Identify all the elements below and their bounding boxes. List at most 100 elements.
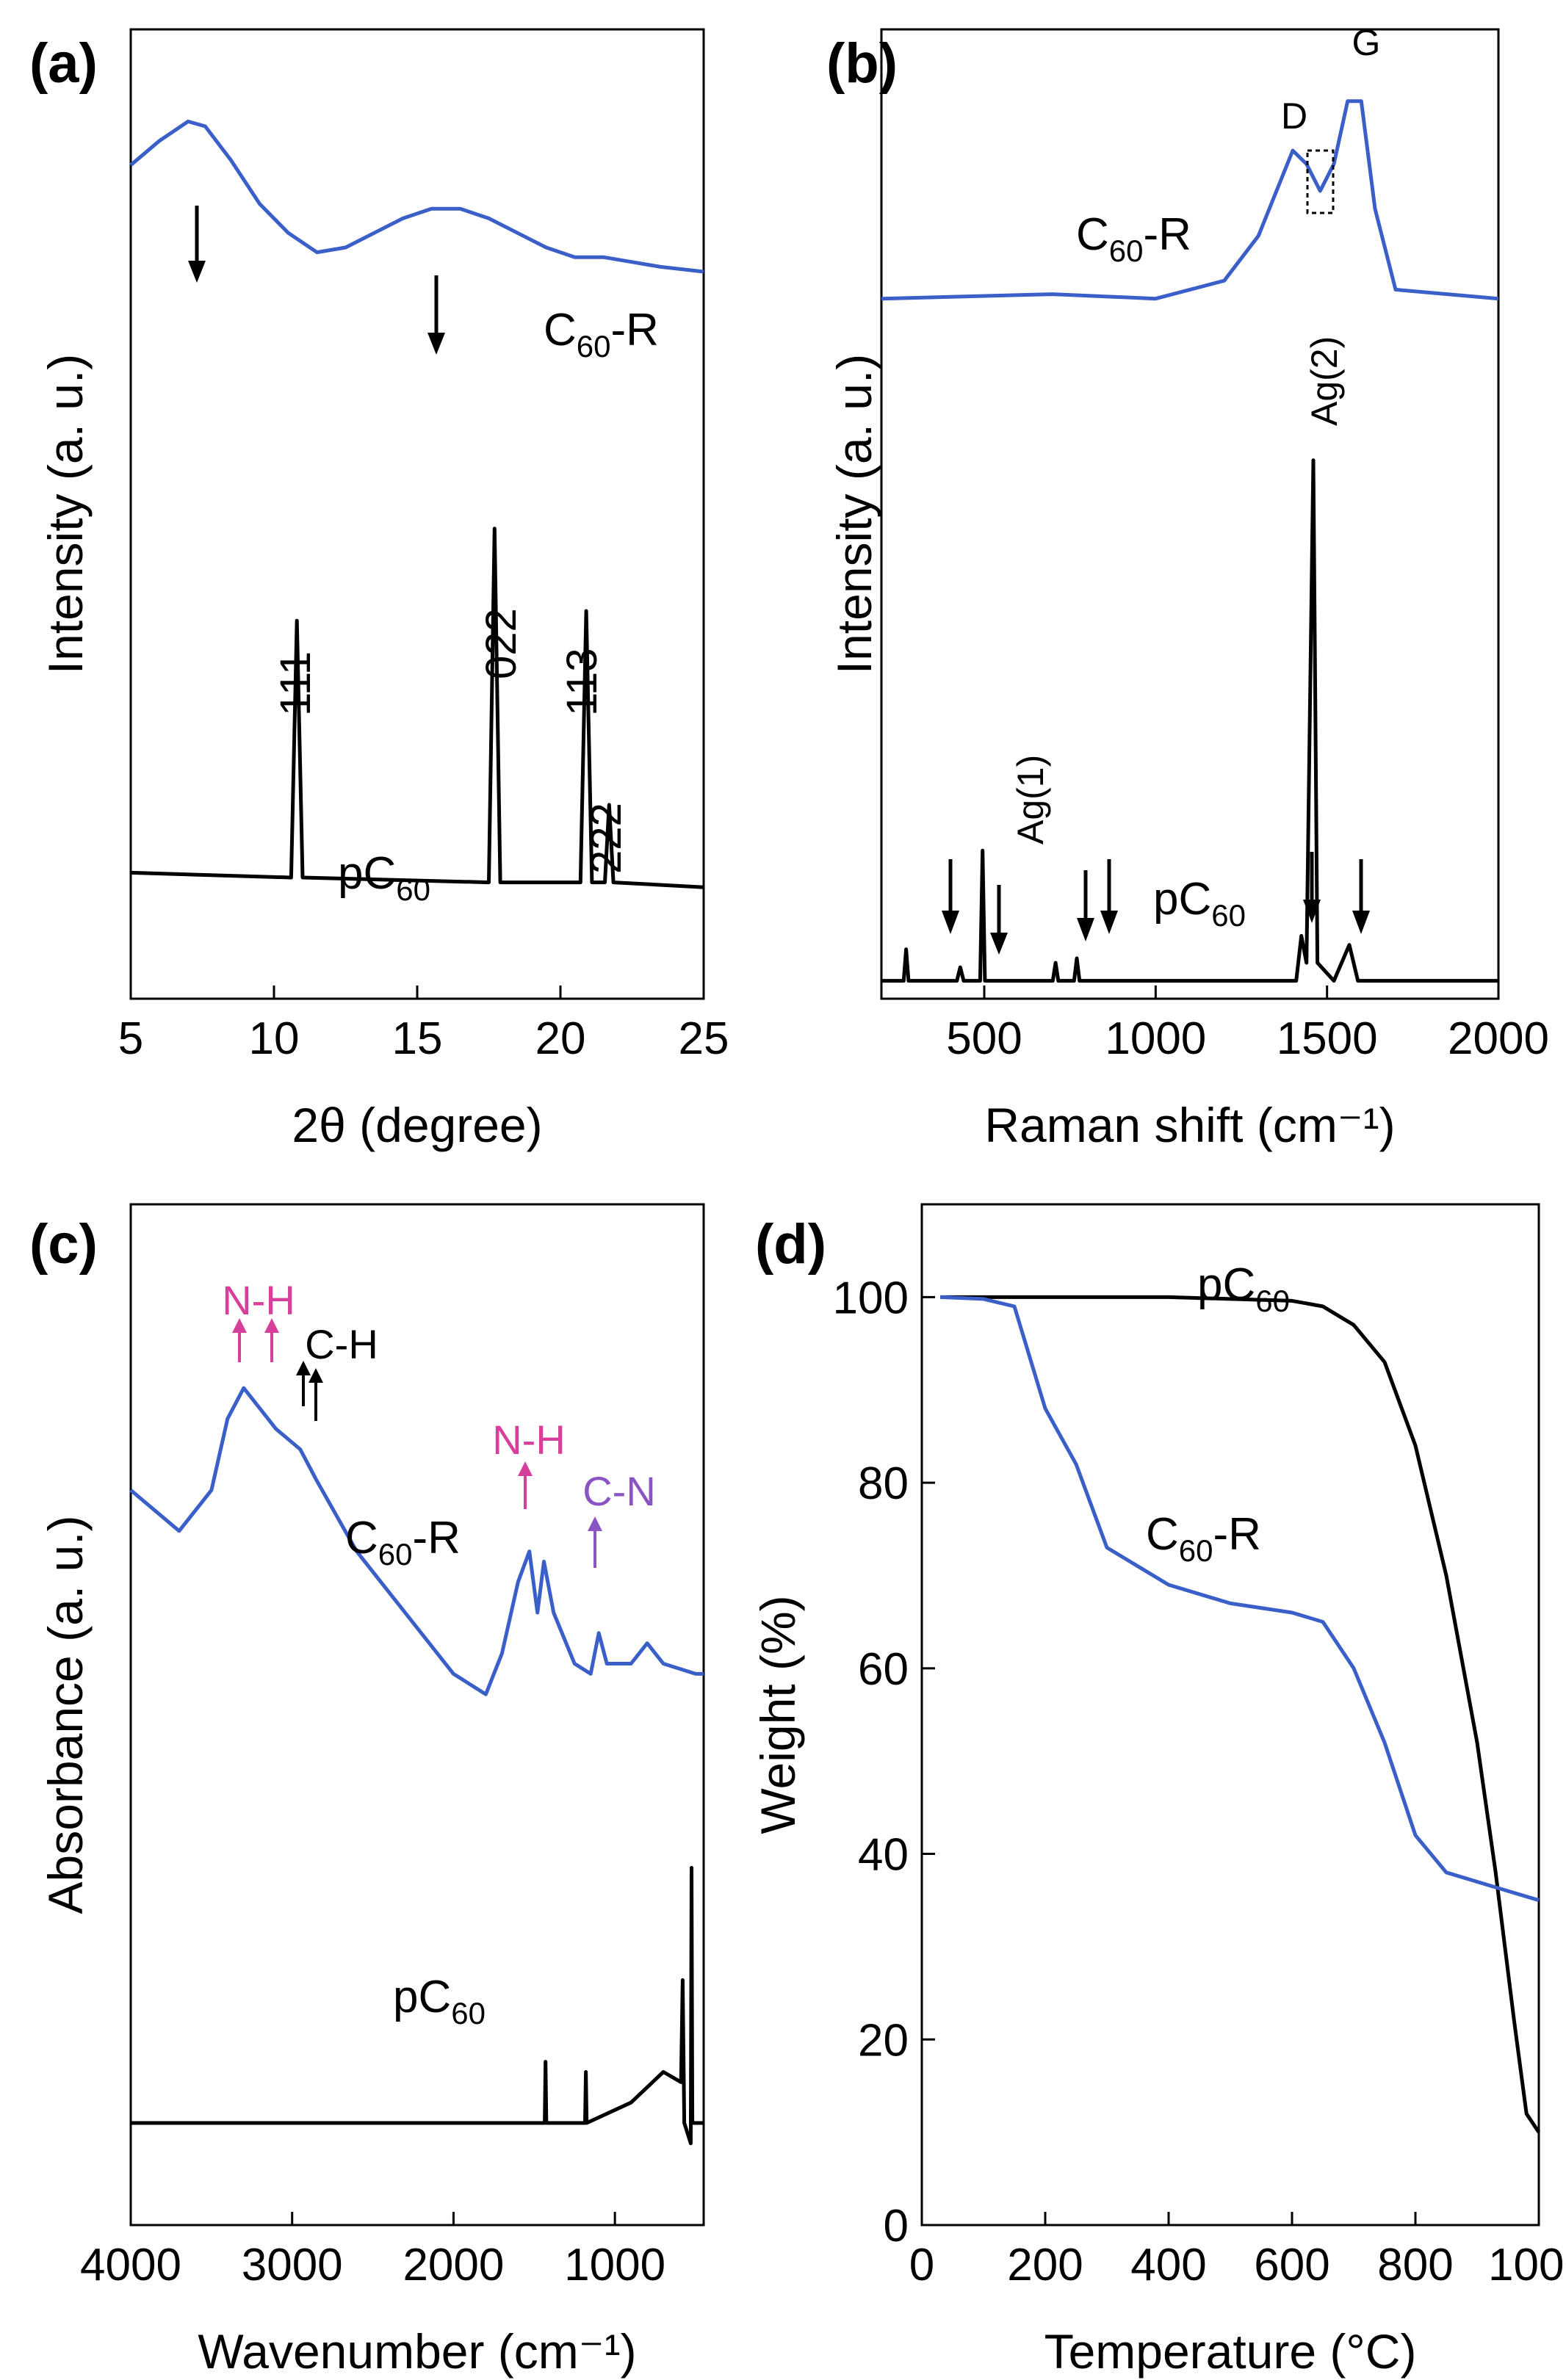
panel-a-x-axis-label: 2θ (degree) (292, 1098, 542, 1152)
panel-d-label: (d) (755, 1213, 826, 1276)
panel-a-peak-label-111: 111 (272, 651, 320, 716)
panel-c-annotation-cn: C-N (582, 1468, 656, 1514)
panel-c-x-tick-labels: 4000 3000 2000 1000 (80, 2240, 665, 2290)
panel-c-series (129, 1386, 704, 2146)
panel-d-series-c60r (940, 1295, 1540, 1903)
panel-c-annotation-nh: N-H (222, 1277, 295, 1323)
panel-c-x-axis-label: Wavenumber (cm⁻¹) (198, 2324, 636, 2379)
panel-d: (d) 0 200 400 600 800 1000 0 20 40 60 80… (751, 1203, 1566, 2379)
panel-a-x-ticks (129, 985, 705, 999)
panel-b-arrow (1352, 859, 1370, 934)
panel-c-y-axis-label: Absorbance (a. u.) (38, 1516, 93, 1914)
panel-a-x-tick-label: 5 (118, 1013, 143, 1064)
panel-b-arrows (942, 852, 1370, 955)
panel-d-series-pc60 (940, 1295, 1541, 2133)
panel-c-x-tick-label: 3000 (242, 2240, 343, 2290)
panel-b-series-label-pc60: pC60 (1153, 874, 1246, 933)
panel-c-series-c60r (129, 1386, 704, 1696)
panel-c: (c) 4000 3000 2000 1000 Wavenumber (cm⁻¹… (29, 1203, 705, 2379)
panel-a-series-pc60 (130, 527, 704, 889)
panel-a-label: (a) (29, 32, 98, 95)
panel-a-x-tick-label: 25 (679, 1013, 729, 1064)
panel-c-series-pc60 (131, 1866, 704, 2146)
panel-c-label: (c) (29, 1213, 98, 1276)
panel-a-peak-label-022: 022 (477, 608, 525, 679)
panel-a-x-tick-labels: 5 10 15 20 25 (118, 1013, 729, 1064)
panel-b-peak-label-d: D (1281, 95, 1307, 137)
panel-b-x-tick-label: 1000 (1105, 1013, 1206, 1064)
panel-b-x-ticks (983, 985, 1500, 999)
panel-b-arrow (1303, 852, 1321, 923)
panel-c-x-tick-label: 1000 (564, 2240, 665, 2290)
panel-b-peak-label-ag2: Ag(2) (1304, 336, 1345, 426)
panel-c-series-label-pc60: pC60 (393, 1972, 486, 2030)
panel-c-x-ticks (129, 2212, 616, 2225)
panel-c-frame (129, 1203, 705, 2227)
panel-a-y-axis-label: Intensity (a. u.) (38, 354, 93, 675)
panel-d-x-ticks (920, 2212, 1540, 2225)
panel-b-series-c60r (881, 99, 1499, 301)
panel-b-arrow (1077, 870, 1094, 941)
panel-a-x-tick-label: 15 (392, 1013, 443, 1064)
panel-c-arrow (232, 1318, 279, 1362)
panel-c-arrow (588, 1516, 602, 1568)
panel-d-y-tick-label: 80 (858, 1458, 909, 1509)
panel-a-arrow (188, 206, 206, 283)
panel-d-y-tick-label: 60 (858, 1644, 909, 1695)
panel-b-frame (880, 28, 1500, 1000)
panel-b-x-tick-labels: 500 1000 1500 2000 (946, 1013, 1549, 1064)
panel-b-series-label-c60r: C60-R (1076, 209, 1191, 268)
panel-d-x-tick-label: 200 (1007, 2240, 1083, 2290)
panel-d-y-tick-label: 100 (833, 1273, 909, 1323)
panel-c-arrow (518, 1461, 533, 1509)
panel-b-x-tick-label: 2000 (1448, 1013, 1549, 1064)
panel-d-frame (920, 1203, 1540, 2227)
panel-b-peak-label-g: G (1352, 22, 1381, 63)
panel-d-x-axis-label: Temperature (°C) (1044, 2324, 1417, 2379)
panel-d-y-tick-labels: 0 20 40 60 80 100 (833, 1273, 909, 2251)
panel-c-annotation-ch: C-H (305, 1321, 378, 1367)
panel-d-y-ticks (922, 1295, 935, 2227)
panel-a-series-c60r (129, 119, 704, 274)
panel-b-x-axis-label: Raman shift (cm⁻¹) (984, 1098, 1395, 1152)
panel-b-series-pc60 (881, 458, 1498, 983)
panel-b: (b) 500 1000 1500 2000 Raman shift (cm⁻¹… (826, 22, 1549, 1152)
panel-d-x-tick-label: 600 (1254, 2240, 1329, 2290)
panel-b-arrow (1100, 859, 1118, 934)
panel-d-series (940, 1295, 1541, 2133)
panel-c-x-tick-label: 2000 (403, 2240, 504, 2290)
panel-c-arrow (296, 1361, 323, 1421)
panel-d-series-label-pc60: pC60 (1197, 1259, 1290, 1318)
panel-a-arrow (427, 275, 445, 355)
panel-c-annotation-nh: N-H (492, 1417, 566, 1463)
panel-a-series-label-c60r: C60-R (544, 305, 659, 363)
panel-b-x-tick-label: 500 (946, 1013, 1022, 1064)
panel-b-series (881, 99, 1499, 983)
panel-a-peak-label-113: 113 (558, 648, 606, 716)
panel-d-x-tick-label: 800 (1377, 2240, 1453, 2290)
panel-a-x-tick-label: 20 (535, 1013, 586, 1064)
panel-a-x-tick-label: 10 (249, 1013, 300, 1064)
panel-a-series (129, 119, 704, 889)
panel-d-x-tick-label: 0 (909, 2240, 934, 2290)
panel-d-y-tick-label: 40 (858, 1830, 909, 1881)
panel-c-series-label-c60r: C60-R (345, 1513, 461, 1571)
panel-d-x-tick-label: 400 (1130, 2240, 1206, 2290)
panel-a-series-label-pc60: pC60 (338, 848, 430, 907)
panel-d-y-tick-label: 20 (858, 2015, 909, 2066)
panel-b-peak-label-ag1: Ag(1) (1010, 755, 1051, 844)
panel-b-label: (b) (826, 32, 898, 95)
panel-c-x-tick-label: 4000 (80, 2240, 181, 2290)
panel-a: (a) 5 10 15 20 25 2θ (degree) Intensity … (29, 28, 729, 1152)
panel-d-y-axis-label: Weight (%) (751, 1595, 805, 1834)
panel-a-peak-label-222: 222 (582, 803, 630, 874)
panel-b-x-tick-label: 1500 (1277, 1013, 1378, 1064)
panel-d-x-tick-label: 1000 (1488, 2240, 1566, 2290)
panel-d-series-label-c60r: C60-R (1146, 1509, 1261, 1568)
panel-b-arrow (990, 885, 1008, 955)
panel-d-x-tick-labels: 0 200 400 600 800 1000 (909, 2240, 1566, 2290)
panel-b-y-axis-label: Intensity (a. u.) (827, 354, 881, 675)
panel-b-dashed-box (1306, 149, 1335, 214)
panel-d-y-tick-label: 0 (884, 2201, 909, 2251)
